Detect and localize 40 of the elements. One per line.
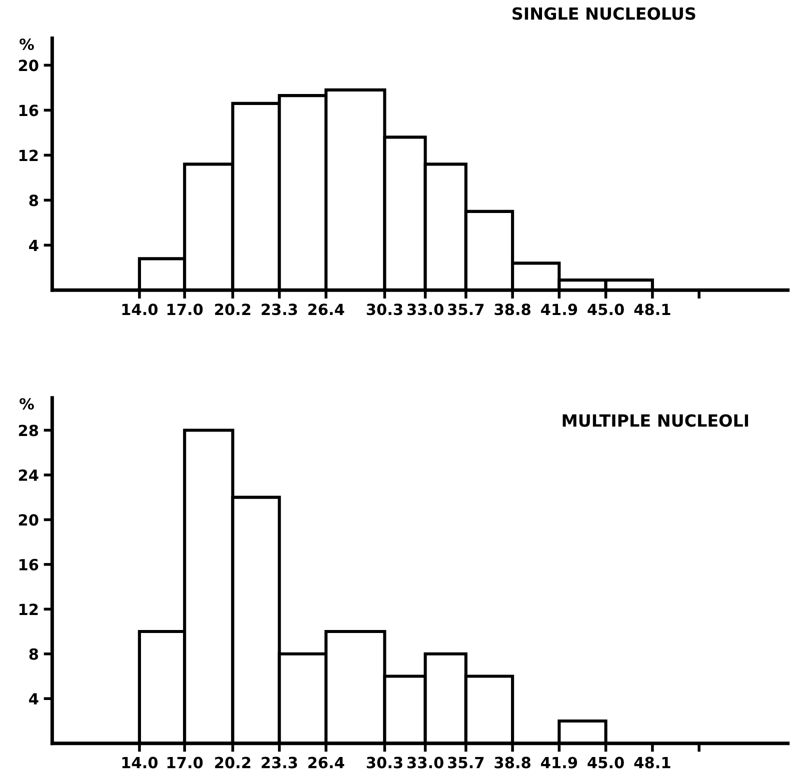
x-tick-label: 26.4 xyxy=(308,304,344,316)
y-tick-label: 24 xyxy=(18,469,38,481)
y-tick-label: 4 xyxy=(29,240,38,251)
y-axis-title: % xyxy=(20,38,34,50)
x-tick-label: 38.8 xyxy=(494,304,530,316)
x-tick-label: 41.9 xyxy=(541,756,578,768)
x-tick-label: 45.0 xyxy=(588,756,624,768)
x-tick-label: 23.3 xyxy=(262,756,297,768)
x-tick-label: 41.9 xyxy=(541,304,578,316)
y-tick-label: 20 xyxy=(18,60,38,72)
text: MULTIPLE NUCLEOLI xyxy=(562,414,748,427)
y-tick-label: 8 xyxy=(29,648,38,660)
x-tick-label: 38.8 xyxy=(494,756,530,768)
x-tick-label: 14.0 xyxy=(122,756,158,768)
x-tick-label: 17.0 xyxy=(167,756,203,768)
x-tick-label: 30.3 xyxy=(366,756,402,768)
chart-title: SINGLE NUCLEOLUS xyxy=(512,7,696,20)
x-tick-label: 26.4 xyxy=(308,756,344,768)
y-tick-label: 20 xyxy=(18,514,38,526)
x-tick-label: 20.2 xyxy=(215,304,250,316)
x-tick-label: 20.2 xyxy=(215,756,250,768)
x-tick-label: 33.0 xyxy=(407,756,444,768)
x-tick-label: 17.0 xyxy=(167,304,203,316)
y-tick-label: 12 xyxy=(19,604,38,615)
y-tick-label: 28 xyxy=(18,424,38,436)
y-tick-label: 4 xyxy=(29,693,38,704)
x-tick-label: 30.3 xyxy=(366,304,402,316)
x-tick-label: 48.1 xyxy=(634,756,670,768)
y-tick-label: 12 xyxy=(19,150,38,161)
x-tick-label: 33.0 xyxy=(407,304,444,316)
y-axis-title: % xyxy=(20,398,34,410)
y-tick-label: 8 xyxy=(29,194,38,206)
x-tick-label: 48.1 xyxy=(634,304,670,316)
x-tick-label: 45.0 xyxy=(588,304,624,316)
x-tick-label: 35.7 xyxy=(448,756,484,768)
x-tick-label: 35.7 xyxy=(448,304,484,316)
x-tick-label: 14.0 xyxy=(122,304,158,316)
y-tick-label: 16 xyxy=(19,558,38,570)
y-tick-label: 16 xyxy=(19,104,38,116)
x-tick-label: 23.3 xyxy=(262,304,297,316)
